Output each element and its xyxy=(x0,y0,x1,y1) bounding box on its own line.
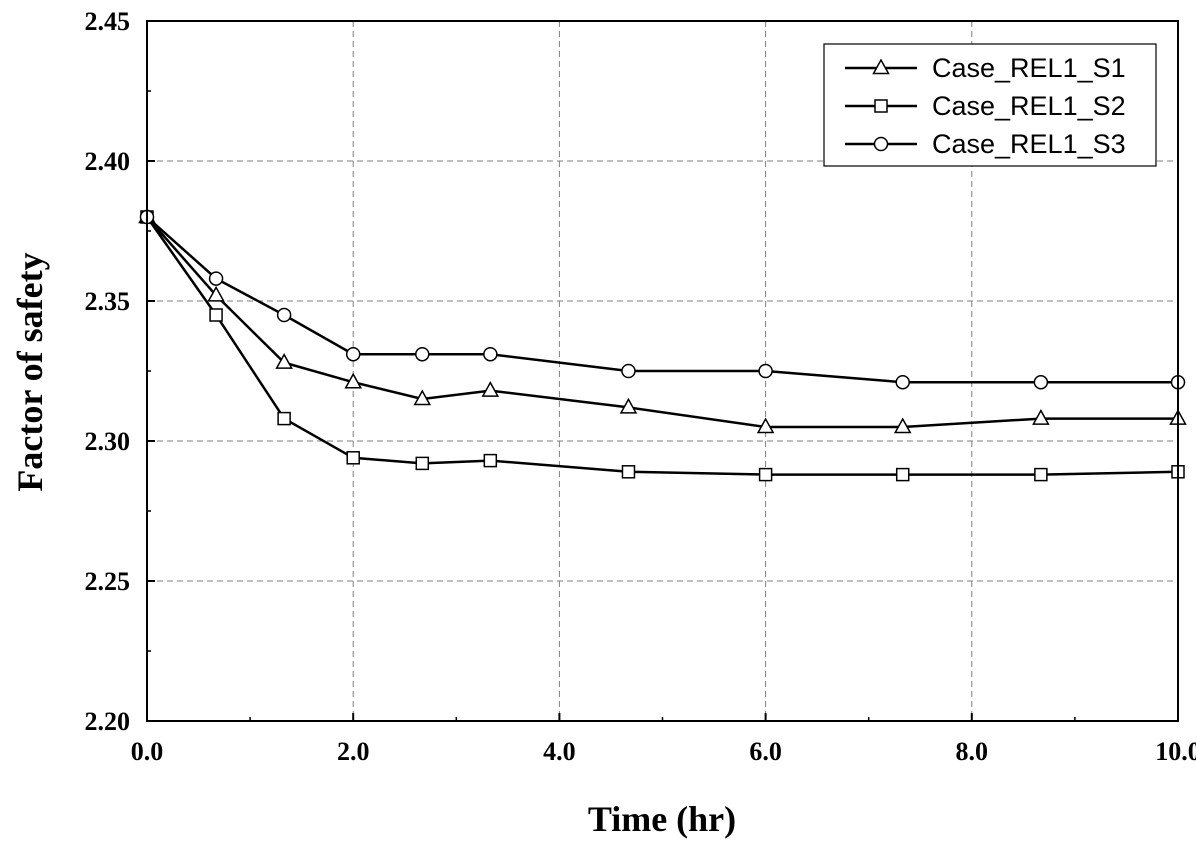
legend-label: Case_REL1_S3 xyxy=(932,129,1126,159)
data-point-circle xyxy=(758,363,773,379)
data-point-triangle xyxy=(344,372,362,389)
axis-ticks xyxy=(146,20,1179,722)
data-point-circle xyxy=(345,346,361,362)
legend-item: Case_REL1_S3 xyxy=(845,129,1126,159)
legend: Case_REL1_S1 Case_REL1_S2 Case_REL1_S3 xyxy=(823,43,1157,167)
data-point-square xyxy=(209,308,223,322)
legend-label: Case_REL1_S1 xyxy=(932,53,1126,83)
data-point-circle xyxy=(895,374,910,390)
series-Case_REL1_S3 xyxy=(139,209,1186,390)
tick-labels: 0.0 2.0 4.0 6.0 8.0 10.0 2.20 2.25 2.30 2.35 2.40 2… xyxy=(85,7,1196,766)
data-point-square xyxy=(483,453,498,468)
y-tick-label: 2.30 xyxy=(85,427,131,456)
y-tick-label: 2.35 xyxy=(85,287,131,316)
x-tick-label: 8.0 xyxy=(956,737,989,766)
data-point-triangle xyxy=(619,397,638,414)
data-point-square xyxy=(415,456,430,471)
legend-marker-triangle xyxy=(872,58,890,75)
data-point-circle xyxy=(483,346,498,362)
data-point-circle xyxy=(415,346,430,362)
data-point-square xyxy=(621,465,636,479)
x-axis-title: Time (hr) xyxy=(588,799,736,839)
x-tick-label: 6.0 xyxy=(749,737,782,766)
data-point-triangle xyxy=(893,417,912,434)
y-tick-label: 2.40 xyxy=(85,147,131,176)
x-tick-label: 2.0 xyxy=(337,737,370,766)
y-tick-label: 2.45 xyxy=(85,7,131,36)
data-point-triangle xyxy=(481,381,500,397)
data-point-square xyxy=(277,411,291,426)
series-Case_REL1_S2 xyxy=(140,210,1185,482)
data-point-triangle xyxy=(756,417,775,434)
series-line xyxy=(146,216,1178,429)
data-point-circle xyxy=(621,363,636,379)
y-axis-title: Factor of safety xyxy=(10,252,50,491)
y-tick-label: 2.25 xyxy=(85,567,131,596)
series-line xyxy=(146,216,1178,384)
legend-marker-square xyxy=(874,99,888,113)
grid-lines xyxy=(147,21,1178,721)
legend-label: Case_REL1_S2 xyxy=(932,91,1126,121)
data-point-triangle xyxy=(275,353,293,369)
x-tick-label: 10.0 xyxy=(1155,737,1196,766)
data-point-square xyxy=(1034,467,1048,482)
data-point-circle xyxy=(276,307,292,323)
data-point-triangle xyxy=(413,389,432,406)
x-tick-label: 4.0 xyxy=(543,737,576,766)
data-point-square xyxy=(758,467,773,482)
x-tick-label: 0.0 xyxy=(131,737,164,766)
data-point-circle xyxy=(1033,374,1049,390)
data-point-triangle xyxy=(1032,409,1050,425)
data-point-square xyxy=(895,467,910,482)
series-Case_REL1_S1 xyxy=(138,207,1187,434)
y-tick-label: 2.20 xyxy=(85,707,131,736)
legend-item: Case_REL1_S2 xyxy=(845,91,1126,121)
legend-item: Case_REL1_S1 xyxy=(845,53,1126,83)
data-point-square xyxy=(346,451,360,465)
series-line xyxy=(145,216,1179,476)
data-point-triangle xyxy=(207,285,225,302)
legend-marker-circle xyxy=(873,136,889,152)
series-lines xyxy=(138,207,1187,482)
data-point-circle xyxy=(208,271,224,286)
